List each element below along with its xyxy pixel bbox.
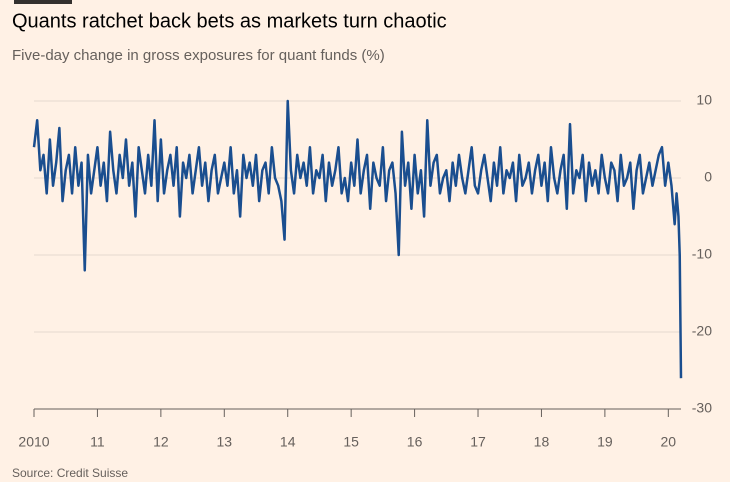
y-tick-label: -30 [692,400,712,416]
chart-subtitle: Five-day change in gross exposures for q… [12,47,385,64]
x-tick-label: 20 [661,434,677,450]
x-tick-label: 17 [470,434,486,450]
x-tick-label: 12 [153,434,169,450]
source: Source: Credit Suisse [12,466,128,480]
x-tick-label: 15 [343,434,359,450]
chart-title: Quants ratchet back bets as markets turn… [12,10,447,32]
x-tick-label: 19 [597,434,613,450]
x-tick-label: 16 [407,434,423,450]
data-line [32,99,683,379]
y-tick-label: -20 [692,323,712,339]
x-tick-label: 13 [217,434,233,450]
x-tick-label: 11 [90,434,105,450]
x-tick-label: 18 [534,434,550,450]
y-tick-label: -10 [692,246,712,262]
header-rule [14,0,72,4]
x-tick-label: 14 [280,434,296,450]
y-tick-label: 10 [696,92,712,108]
y-tick-label: 0 [704,169,712,185]
x-tick-label: 2010 [18,434,49,450]
